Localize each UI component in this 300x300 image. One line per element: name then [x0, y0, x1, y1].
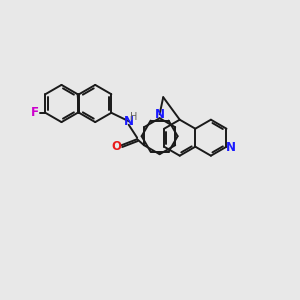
Text: O: O — [112, 140, 122, 153]
Text: N: N — [226, 141, 236, 154]
Text: N: N — [155, 108, 165, 121]
Text: H: H — [130, 112, 138, 122]
Text: N: N — [124, 115, 134, 128]
Text: F: F — [31, 106, 39, 119]
